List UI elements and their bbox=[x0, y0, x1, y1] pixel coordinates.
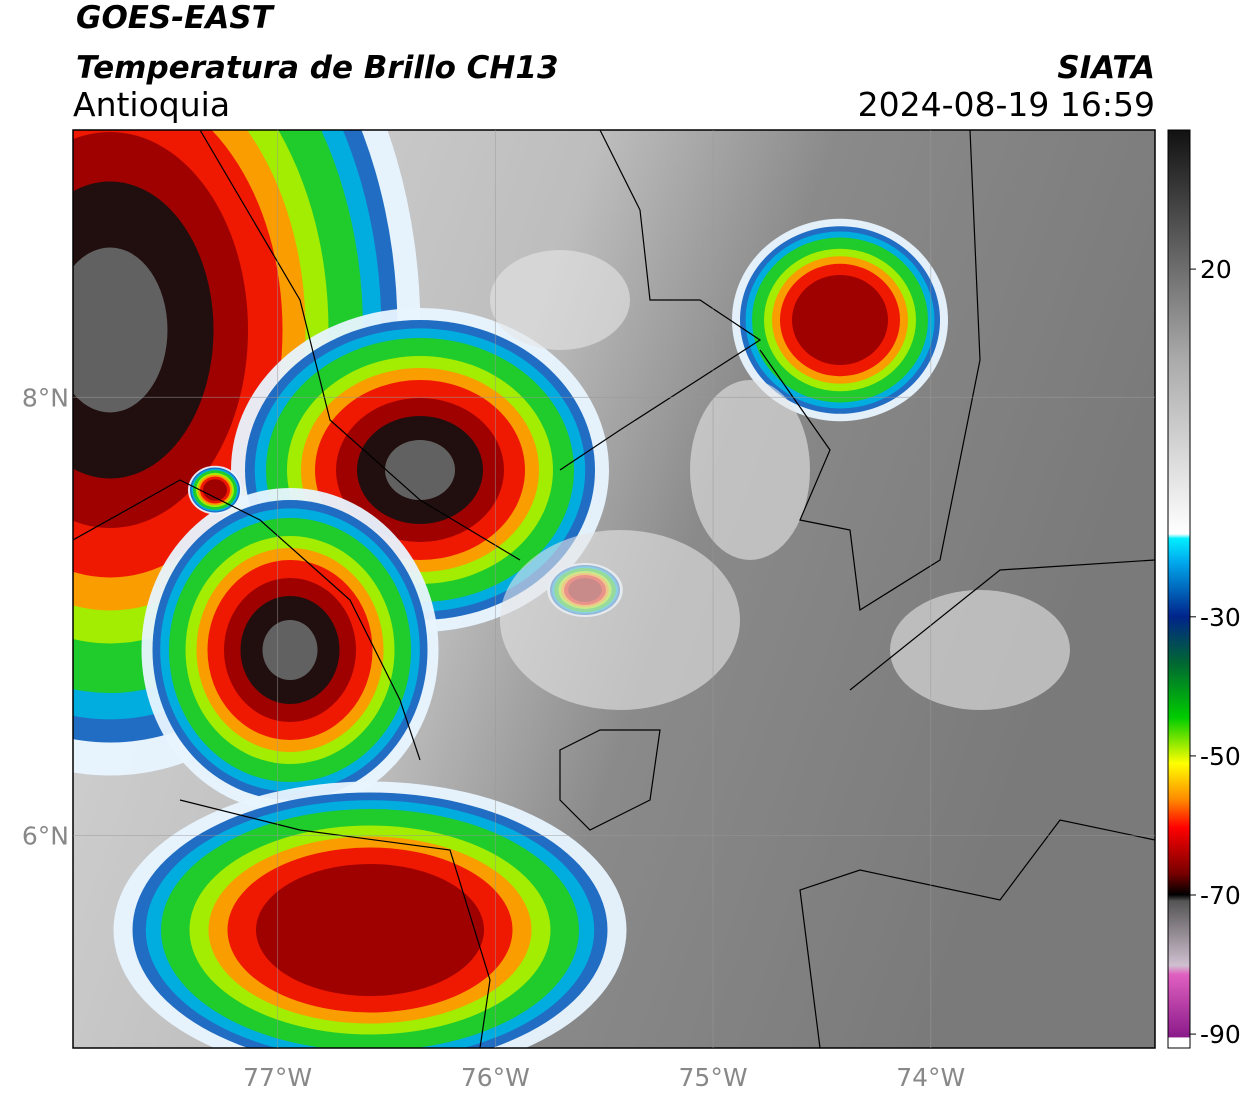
border bbox=[73, 479, 421, 761]
cloud bbox=[490, 250, 630, 350]
colorbar-tick-label: 20 bbox=[1200, 255, 1232, 284]
map-image bbox=[73, 130, 1155, 1048]
x-tick-label: 75°W bbox=[679, 1063, 748, 1092]
y-tick-label: 6°N bbox=[22, 821, 69, 850]
border bbox=[559, 130, 762, 471]
source: SIATA bbox=[1057, 50, 1155, 86]
colorbar bbox=[1167, 129, 1191, 1049]
datetime: 2024-08-19 16:59 bbox=[858, 85, 1155, 124]
title: GOES-EAST bbox=[76, 0, 276, 36]
cloud bbox=[500, 530, 740, 710]
colorbar-tick-label: -50 bbox=[1200, 742, 1241, 771]
colorbar-tick-label: -90 bbox=[1200, 1020, 1241, 1049]
cloud bbox=[890, 590, 1070, 710]
cloud bbox=[73, 247, 168, 413]
border bbox=[799, 819, 1155, 1048]
region: Antioquia bbox=[73, 85, 230, 124]
cloud bbox=[385, 440, 455, 500]
border bbox=[199, 130, 521, 561]
colorbar-tick-label: -30 bbox=[1200, 603, 1241, 632]
colorbar-tick-label: -70 bbox=[1200, 881, 1241, 910]
subtitle: Temperatura de Brillo CH13 bbox=[76, 50, 559, 86]
border bbox=[759, 130, 981, 612]
cloud bbox=[203, 479, 227, 501]
cloud bbox=[262, 620, 318, 680]
x-tick-label: 77°W bbox=[243, 1063, 312, 1092]
border bbox=[559, 729, 661, 831]
x-tick-label: 74°W bbox=[896, 1063, 965, 1092]
x-tick-label: 76°W bbox=[461, 1063, 530, 1092]
map-frame bbox=[72, 129, 1156, 1049]
cloud bbox=[792, 275, 888, 365]
y-tick-label: 8°N bbox=[22, 383, 69, 412]
border bbox=[179, 799, 491, 1048]
cloud bbox=[690, 380, 810, 560]
cloud bbox=[256, 864, 484, 996]
border bbox=[849, 559, 1155, 691]
